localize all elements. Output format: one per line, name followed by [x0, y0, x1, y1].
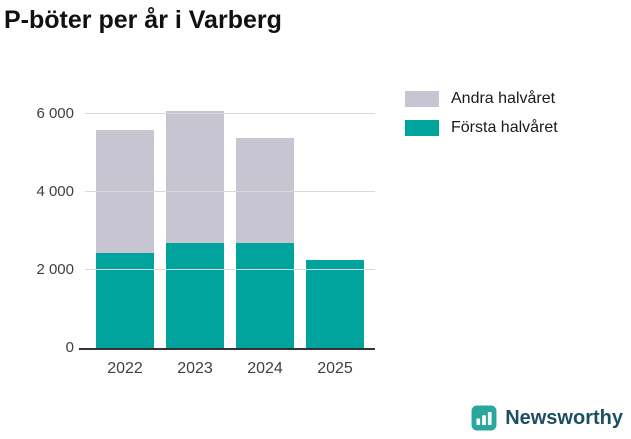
- y-tick-label: 6 000: [36, 105, 74, 123]
- x-axis-line: [79, 348, 375, 350]
- brand-wordmark: Newsworthy: [505, 406, 623, 429]
- bar-segment-andra-halvåret[interactable]: [166, 110, 224, 243]
- legend-swatch: [405, 120, 439, 136]
- x-tick-label: 2025: [317, 360, 353, 377]
- legend-label: Första halvåret: [451, 119, 558, 136]
- x-labels: 2022 2023 2024 2025: [85, 360, 375, 378]
- y-tick-label: 0: [65, 339, 74, 356]
- legend: Andra halvåret Första halvåret: [405, 90, 558, 137]
- bar-2024[interactable]: [236, 95, 294, 348]
- gridline: [85, 269, 375, 271]
- bar-segment-första-halvåret[interactable]: [166, 242, 224, 348]
- y-tick-label: 4 000: [36, 183, 74, 201]
- y-tick-label: 2 000: [36, 261, 74, 279]
- plot-area: 2022 2023 2024 2025: [79, 95, 375, 377]
- bar-segment-andra-halvåret[interactable]: [236, 137, 294, 243]
- x-tick-label: 2022: [107, 360, 143, 377]
- bar-segment-första-halvåret[interactable]: [306, 260, 364, 348]
- gridline: [85, 191, 375, 193]
- legend-swatch: [405, 91, 439, 107]
- bar-2022[interactable]: [96, 95, 154, 348]
- bar-chart-logo-icon: [471, 405, 497, 431]
- y-axis: 0 2 000 4 000 6 000: [0, 95, 74, 356]
- gridline: [85, 113, 375, 115]
- legend-item: Första halvåret: [405, 119, 558, 137]
- legend-item: Andra halvåret: [405, 90, 558, 108]
- branding[interactable]: Newsworthy: [471, 405, 623, 431]
- bar-2023[interactable]: [166, 95, 224, 348]
- x-tick-label: 2023: [177, 360, 213, 377]
- legend-label: Andra halvåret: [451, 90, 556, 107]
- x-tick-label: 2024: [247, 360, 283, 377]
- chart-title: P-böter per år i Varberg: [4, 6, 282, 34]
- bars: [85, 95, 375, 348]
- bar-segment-första-halvåret[interactable]: [96, 252, 154, 348]
- bar-2025[interactable]: [306, 95, 364, 348]
- bar-segment-första-halvåret[interactable]: [236, 242, 294, 348]
